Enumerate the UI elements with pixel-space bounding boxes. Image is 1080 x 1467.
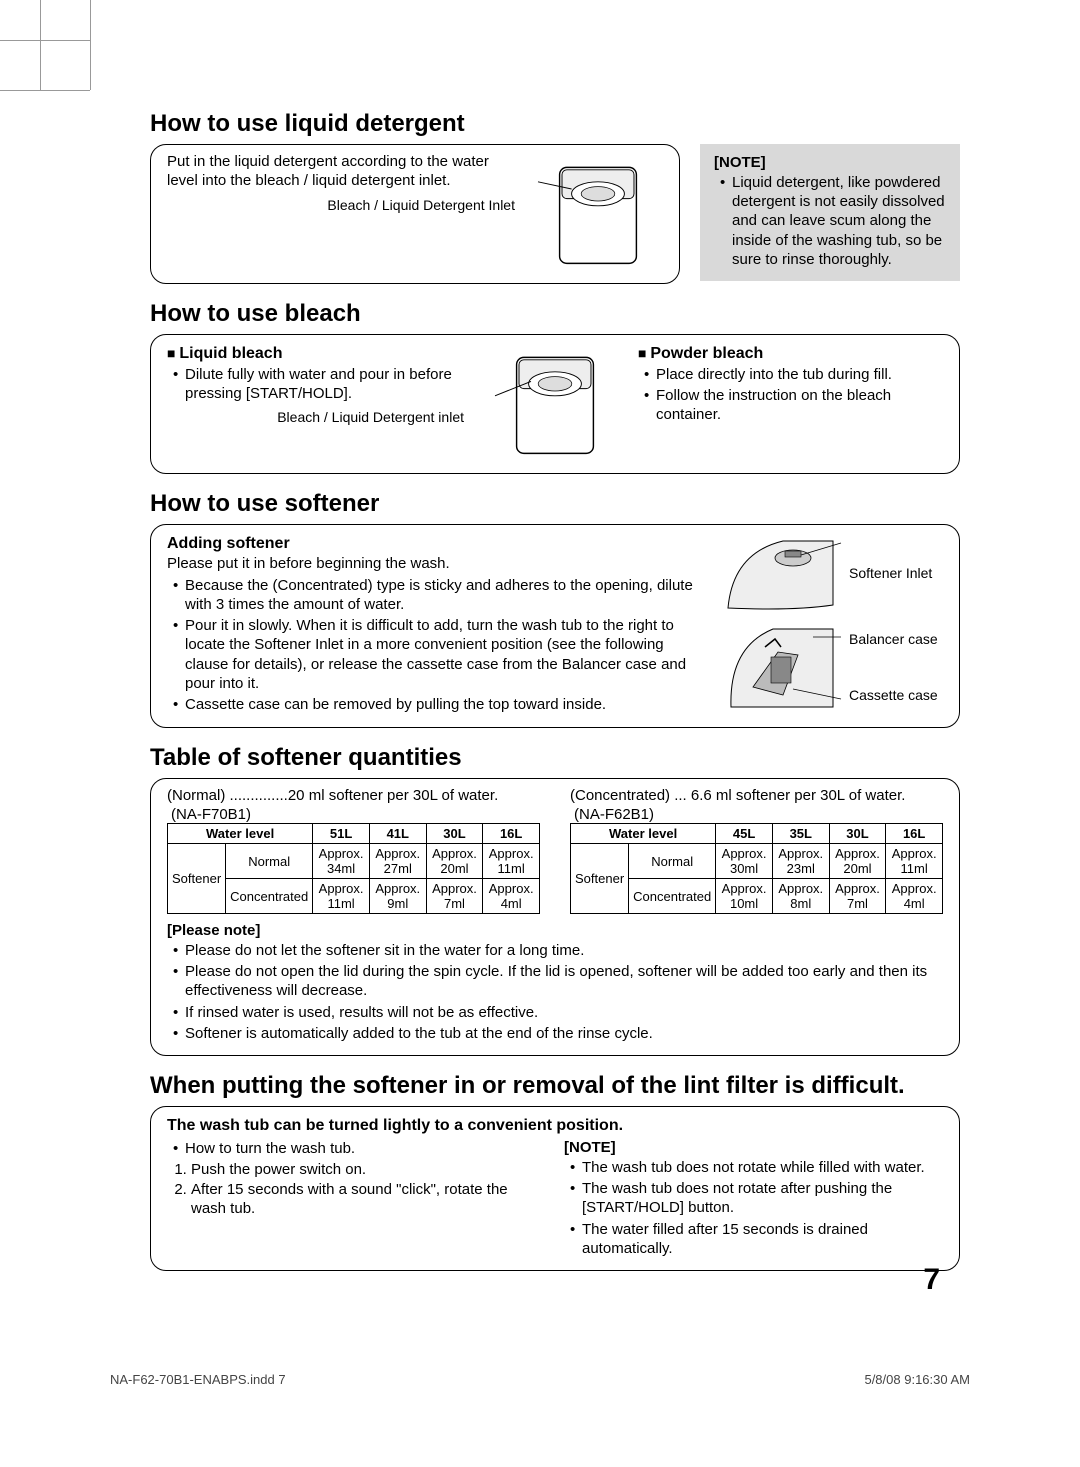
subhead-turn-tub: The wash tub can be turned lightly to a … bbox=[167, 1117, 943, 1135]
cassette-icon bbox=[723, 617, 843, 717]
bullet: The wash tub does not rotate after pushi… bbox=[582, 1179, 943, 1217]
bullet: Dilute fully with water and pour in befo… bbox=[185, 365, 472, 403]
bullet: The water filled after 15 seconds is dra… bbox=[582, 1220, 943, 1258]
th: 45L bbox=[716, 824, 773, 844]
heading-bleach: How to use bleach bbox=[150, 300, 960, 328]
callout-inlet: Bleach / Liquid Detergent inlet bbox=[167, 409, 472, 425]
page-number: 7 bbox=[923, 1263, 940, 1297]
subhead-liquid-bleach: Liquid bleach bbox=[167, 345, 472, 363]
heading-softener: How to use softener bbox=[150, 490, 960, 518]
bullet: Cassette case can be removed by pulling … bbox=[185, 695, 705, 714]
table-softener-b: Water level 45L 35L 30L 16L Softener Nor… bbox=[570, 823, 943, 914]
th: 16L bbox=[886, 824, 943, 844]
td: Approx. 20ml bbox=[829, 844, 886, 879]
td: Approx. 9ml bbox=[369, 879, 426, 914]
washer-icon bbox=[533, 153, 663, 273]
body-text: Put in the liquid detergent according to… bbox=[167, 153, 523, 191]
td: Approx. 34ml bbox=[313, 844, 370, 879]
heading-softener-table: Table of softener quantities bbox=[150, 744, 960, 772]
th: 41L bbox=[369, 824, 426, 844]
subhead-adding-softener: Adding softener bbox=[167, 535, 705, 553]
bullet: The wash tub does not rotate while fille… bbox=[582, 1158, 943, 1177]
td: Approx. 30ml bbox=[716, 844, 773, 879]
rh-softener: Softener bbox=[571, 844, 629, 914]
subhead-powder-bleach: Powder bleach bbox=[638, 345, 943, 363]
callout-inlet: Bleach / Liquid Detergent Inlet bbox=[167, 197, 523, 213]
note-title: [NOTE] bbox=[714, 154, 946, 171]
th: 30L bbox=[426, 824, 483, 844]
heading-difficult: When putting the softener in or removal … bbox=[150, 1072, 960, 1100]
bullet: Pour it in slowly. When it is difficult … bbox=[185, 616, 705, 693]
model-b: (NA-F62B1) bbox=[574, 806, 943, 823]
footer-right: 5/8/08 9:16:30 AM bbox=[864, 1372, 970, 1387]
td: Approx. 11ml bbox=[483, 844, 540, 879]
rh-softener: Softener bbox=[168, 844, 226, 914]
bullet: How to turn the wash tub. bbox=[185, 1139, 546, 1158]
conc-line: (Concentrated) ... 6.6 ml softener per 3… bbox=[570, 787, 943, 804]
td: Approx. 4ml bbox=[483, 879, 540, 914]
softener-inlet-icon bbox=[723, 533, 843, 613]
washer-icon bbox=[490, 343, 620, 463]
bullet: Please do not let the softener sit in th… bbox=[185, 941, 943, 960]
note-bullet: Liquid detergent, like powdered detergen… bbox=[732, 173, 946, 269]
table-softener-a: Water level 51L 41L 30L 16L Softener Nor… bbox=[167, 823, 540, 914]
num-item: After 15 seconds with a sound "click", r… bbox=[191, 1180, 546, 1219]
td: Approx. 7ml bbox=[829, 879, 886, 914]
th: 51L bbox=[313, 824, 370, 844]
bullet: Softener is automatically added to the t… bbox=[185, 1024, 943, 1043]
normal-line: (Normal) ..............20 ml softener pe… bbox=[167, 787, 540, 804]
label-softener-inlet: Softener Inlet bbox=[849, 565, 932, 581]
model-a: (NA-F70B1) bbox=[171, 806, 540, 823]
rh-normal: Normal bbox=[226, 844, 313, 879]
th-water-level: Water level bbox=[571, 824, 716, 844]
rh-conc: Concentrated bbox=[226, 879, 313, 914]
rh-normal: Normal bbox=[629, 844, 716, 879]
heading-liquid-detergent: How to use liquid detergent bbox=[150, 110, 960, 138]
label-balancer-case: Balancer case bbox=[849, 631, 938, 647]
td: Approx. 27ml bbox=[369, 844, 426, 879]
td: Approx. 4ml bbox=[886, 879, 943, 914]
num-item: Push the power switch on. bbox=[191, 1160, 546, 1180]
footer-left: NA-F62-70B1-ENABPS.indd 7 bbox=[110, 1372, 286, 1387]
label-cassette-case: Cassette case bbox=[849, 687, 938, 703]
bullet: Place directly into the tub during fill. bbox=[656, 365, 943, 384]
td: Approx. 11ml bbox=[886, 844, 943, 879]
th: 30L bbox=[829, 824, 886, 844]
td: Approx. 11ml bbox=[313, 879, 370, 914]
td: Approx. 20ml bbox=[426, 844, 483, 879]
td: Approx. 23ml bbox=[772, 844, 829, 879]
note-box: [NOTE] Liquid detergent, like powdered d… bbox=[700, 144, 960, 281]
td: Approx. 10ml bbox=[716, 879, 773, 914]
th-water-level: Water level bbox=[168, 824, 313, 844]
intro-text: Please put it in before beginning the wa… bbox=[167, 555, 705, 574]
bullet: Please do not open the lid during the sp… bbox=[185, 962, 943, 1000]
bullet: Follow the instruction on the bleach con… bbox=[656, 386, 943, 424]
note-heading: [NOTE] bbox=[564, 1139, 943, 1156]
th: 16L bbox=[483, 824, 540, 844]
please-note-heading: [Please note] bbox=[167, 922, 943, 939]
bullet: Because the (Concentrated) type is stick… bbox=[185, 576, 705, 614]
td: Approx. 8ml bbox=[772, 879, 829, 914]
td: Approx. 7ml bbox=[426, 879, 483, 914]
th: 35L bbox=[772, 824, 829, 844]
bullet: If rinsed water is used, results will no… bbox=[185, 1003, 943, 1022]
rh-conc: Concentrated bbox=[629, 879, 716, 914]
